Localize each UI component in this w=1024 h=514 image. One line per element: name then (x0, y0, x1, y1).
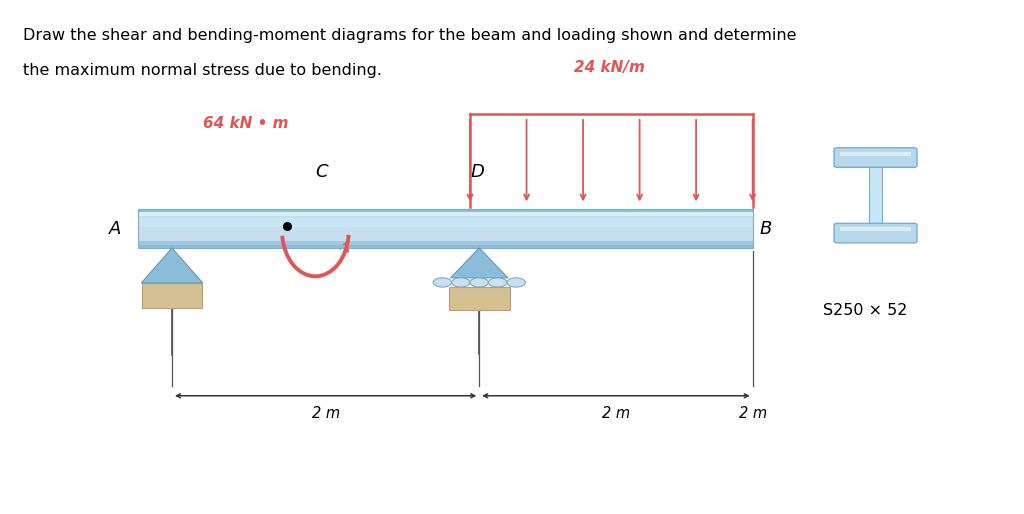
Bar (138, 210, 753, 216)
Text: C: C (315, 163, 328, 181)
Bar (840, 152, 911, 156)
FancyBboxPatch shape (834, 223, 918, 243)
Text: the maximum normal stress due to bending.: the maximum normal stress due to bending… (23, 63, 382, 78)
Text: Draw the shear and bending-moment diagrams for the beam and loading shown and de: Draw the shear and bending-moment diagra… (23, 28, 796, 43)
Circle shape (452, 278, 470, 287)
Text: S250 × 52: S250 × 52 (823, 303, 907, 318)
Polygon shape (141, 248, 203, 283)
Text: D: D (470, 163, 484, 181)
Circle shape (433, 278, 452, 287)
Text: 24 kN/m: 24 kN/m (573, 60, 645, 75)
Bar (138, 210, 753, 248)
Text: 2 m: 2 m (311, 406, 340, 421)
Bar (840, 227, 911, 231)
Polygon shape (451, 248, 508, 278)
Bar (142, 283, 202, 307)
Text: A: A (109, 219, 121, 238)
FancyBboxPatch shape (834, 148, 918, 168)
Bar (449, 287, 510, 310)
Text: B: B (760, 219, 772, 238)
Text: 2 m: 2 m (602, 406, 630, 421)
Text: 64 kN • m: 64 kN • m (203, 116, 288, 131)
Bar (138, 218, 753, 227)
Bar (138, 241, 753, 248)
Text: 2 m: 2 m (738, 406, 767, 421)
Bar (138, 210, 753, 248)
Circle shape (488, 278, 507, 287)
Circle shape (507, 278, 525, 287)
Circle shape (470, 278, 488, 287)
Bar (868, 166, 883, 225)
Bar (138, 210, 753, 212)
Bar (138, 245, 753, 248)
